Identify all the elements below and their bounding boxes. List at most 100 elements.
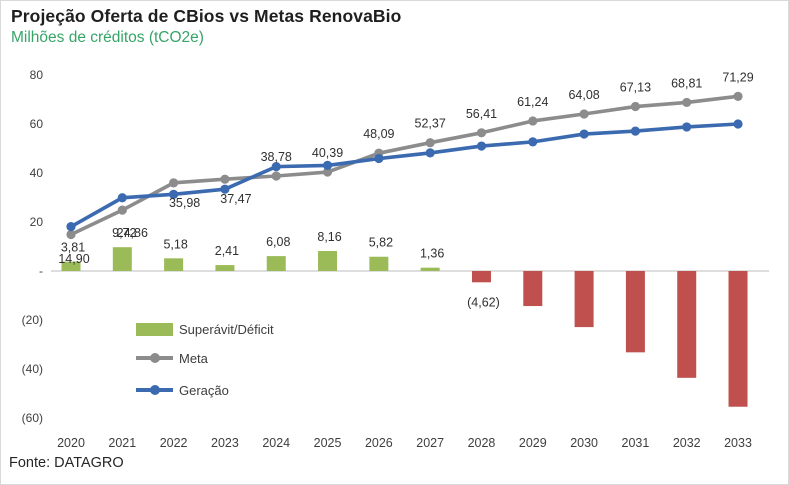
- bar-labels: 3,81 9,72 5,18 2,41 6,08 8,16 5,82 1,36 (4,62): [61, 226, 500, 309]
- data-label: 2022: [160, 436, 188, 450]
- bar-2028: [471, 271, 491, 283]
- data-label: (60): [22, 411, 43, 425]
- line-path: [70, 94, 739, 237]
- page-title: Projeção Oferta de CBios vs Metas Renova…: [11, 6, 402, 26]
- data-label: 37,47: [220, 192, 251, 206]
- line-marker: [322, 160, 333, 171]
- bar-2022: [164, 258, 184, 271]
- line-marker: [579, 129, 589, 139]
- bar-2025: [318, 251, 338, 271]
- line-marker: [117, 193, 127, 203]
- legend-swatch-meta: [136, 353, 173, 363]
- data-label: 3,81: [61, 241, 85, 255]
- data-label: 2033: [724, 436, 752, 450]
- data-label: 2025: [314, 436, 342, 450]
- bar-2029: [523, 271, 543, 307]
- line-marker: [117, 205, 127, 215]
- bar-2023: [215, 265, 235, 271]
- meta-labels: 14,90 24,86 35,98 37,47 38,78 40,39 48,09 52,37…: [58, 70, 753, 266]
- data-label: 2023: [211, 436, 239, 450]
- line-marker: [220, 174, 230, 184]
- data-label: 52,37: [415, 117, 446, 131]
- line-marker: [322, 167, 333, 177]
- data-label: 48,09: [363, 127, 394, 141]
- bar-2030: [574, 271, 594, 328]
- line-marker: [630, 126, 641, 136]
- line-marker: [476, 141, 487, 151]
- legend-label: Meta: [179, 350, 208, 366]
- data-label: 8,16: [317, 230, 341, 244]
- line-marker: [682, 122, 692, 132]
- legend-label: Superávit/Déficit: [179, 321, 274, 337]
- data-label: 5,18: [163, 237, 187, 251]
- line-marker: [169, 189, 179, 199]
- line-path: [70, 122, 739, 229]
- data-label: 40: [30, 166, 44, 180]
- data-label: 2,41: [215, 244, 239, 258]
- bar-2032: [677, 271, 697, 378]
- data-label: 2028: [468, 436, 496, 450]
- data-label: 24,86: [117, 226, 148, 240]
- data-label: (40): [22, 362, 43, 376]
- legend-label: Geração: [179, 382, 229, 398]
- data-label: 2027: [416, 436, 444, 450]
- data-label: 71,29: [722, 70, 753, 84]
- line-marker: [169, 178, 179, 188]
- data-label: 2026: [365, 436, 393, 450]
- data-label: -: [39, 264, 43, 278]
- data-label: 38,78: [261, 150, 292, 164]
- bar-2027: [420, 267, 440, 271]
- line-marker: [528, 116, 538, 126]
- geracao-line: [66, 119, 743, 232]
- line-marker: [271, 162, 281, 172]
- line-marker: [630, 101, 641, 112]
- data-label: 2031: [622, 436, 650, 450]
- data-label: 80: [30, 68, 44, 82]
- line-marker: [220, 184, 230, 194]
- data-label: 1,36: [420, 247, 444, 261]
- bar-2026: [369, 256, 389, 271]
- x-axis-labels: 2020 2021 2022 2023 2024 2025 2026 2027 2028 2029…: [57, 436, 752, 450]
- bar-2021: [112, 247, 132, 271]
- line-marker: [579, 109, 589, 119]
- line-marker: [374, 153, 384, 164]
- data-label: 2029: [519, 436, 547, 450]
- data-label: 6,08: [266, 235, 290, 249]
- data-label: 5,82: [369, 236, 393, 250]
- bar-2024: [266, 256, 286, 271]
- data-label: 2024: [262, 436, 290, 450]
- data-label: 67,13: [620, 81, 651, 95]
- y-axis-labels: 80 60 40 20 - (20) (40) (60): [22, 68, 44, 425]
- line-marker: [733, 91, 743, 101]
- line-marker: [66, 229, 76, 240]
- data-label: 14,90: [58, 252, 89, 266]
- data-label: 60: [30, 117, 44, 131]
- legend-item-superavit-deficit: Superávit/Déficit: [136, 321, 274, 337]
- meta-line: [66, 91, 743, 240]
- data-label: 56,41: [466, 107, 497, 121]
- surplus-deficit-bars: [61, 247, 748, 407]
- line-marker: [425, 148, 435, 158]
- line-marker: [682, 97, 692, 108]
- line-marker: [476, 128, 487, 138]
- data-label: 2021: [108, 436, 136, 450]
- chart-subtitle: Milhões de créditos (tCO2e): [11, 29, 204, 46]
- bar-2031: [625, 271, 645, 353]
- line-marker: [733, 119, 743, 129]
- data-label: (4,62): [467, 295, 500, 309]
- data-label: (20): [22, 313, 43, 327]
- source-credit: Fonte: DATAGRO: [9, 455, 124, 471]
- legend-item-geracao: Geração: [136, 382, 229, 398]
- bar-2020: [61, 261, 81, 271]
- data-label: 2030: [570, 436, 598, 450]
- bar-2033: [728, 271, 748, 407]
- data-label: 64,08: [568, 88, 599, 102]
- line-marker: [66, 222, 76, 232]
- data-label: 2032: [673, 436, 701, 450]
- data-label: 40,39: [312, 146, 343, 160]
- line-marker: [425, 138, 435, 148]
- legend-item-meta: Meta: [136, 350, 208, 366]
- data-label: 35,98: [169, 196, 200, 210]
